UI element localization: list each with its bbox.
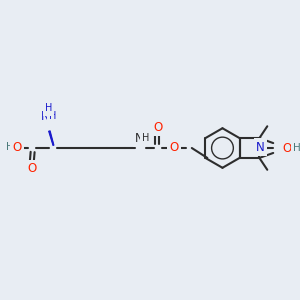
Text: O: O	[154, 121, 163, 134]
Text: O: O	[282, 142, 292, 154]
Text: H: H	[6, 142, 14, 152]
Text: H: H	[49, 111, 56, 122]
Text: H: H	[45, 103, 52, 113]
Text: N: N	[256, 140, 265, 154]
Text: O: O	[169, 140, 178, 154]
Text: N: N	[135, 132, 144, 145]
Text: O: O	[27, 162, 36, 175]
Text: H: H	[293, 143, 300, 153]
Text: N: N	[41, 110, 50, 123]
Text: O: O	[12, 140, 21, 154]
Text: H: H	[142, 133, 149, 143]
Text: -: -	[279, 143, 283, 153]
